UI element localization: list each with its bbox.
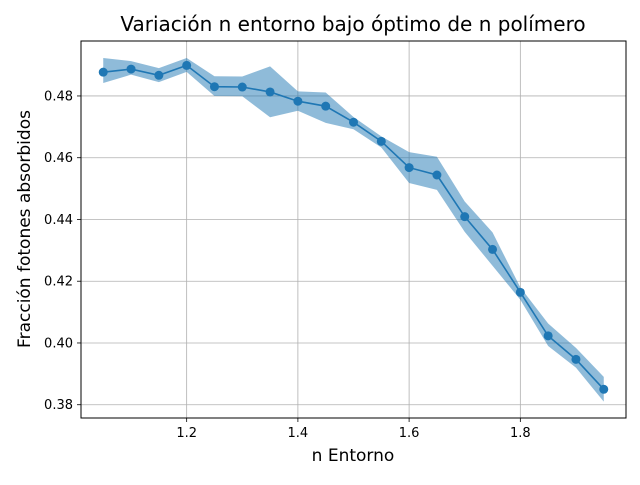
x-tick-label: 1.4 [288, 426, 309, 441]
y-tick-label: 0.38 [44, 398, 73, 413]
data-point [460, 212, 470, 222]
y-tick-label: 0.40 [44, 336, 73, 351]
data-point [488, 244, 498, 254]
x-tick-label: 1.8 [510, 426, 531, 441]
data-point [126, 64, 136, 74]
x-axis-title: n Entorno [312, 446, 395, 466]
data-point [321, 101, 331, 111]
grid-lines [81, 41, 626, 418]
chart-title: Variación n entorno bajo óptimo de n pol… [120, 12, 585, 36]
x-tick-label: 1.2 [176, 426, 197, 441]
data-point [376, 136, 386, 146]
y-tick-label: 0.48 [44, 89, 73, 104]
data-point [515, 287, 525, 297]
y-tick-label: 0.44 [44, 213, 73, 228]
data-point [209, 82, 219, 92]
plot-area [98, 57, 609, 402]
axis-ticks: 1.2 1.4 1.6 1.8 0.38 0.40 0.42 0.44 0.46 0.48 [44, 89, 531, 441]
data-point [432, 170, 442, 180]
data-point [571, 354, 581, 364]
y-axis-title: Fracción fotones absorbidos [15, 110, 35, 348]
data-point [404, 163, 414, 173]
data-point [349, 117, 358, 127]
y-tick-label: 0.42 [44, 275, 73, 290]
data-point [293, 96, 303, 106]
x-tick-label: 1.6 [399, 426, 420, 441]
data-point [599, 384, 609, 394]
series-line [103, 64, 605, 390]
data-point [237, 82, 247, 92]
data-point [543, 331, 553, 341]
data-point [98, 67, 108, 77]
data-point [154, 70, 164, 80]
data-point [265, 87, 275, 97]
error-band [103, 57, 604, 402]
data-point [182, 60, 192, 70]
axes-frame [80, 40, 627, 419]
y-tick-label: 0.46 [44, 151, 73, 166]
